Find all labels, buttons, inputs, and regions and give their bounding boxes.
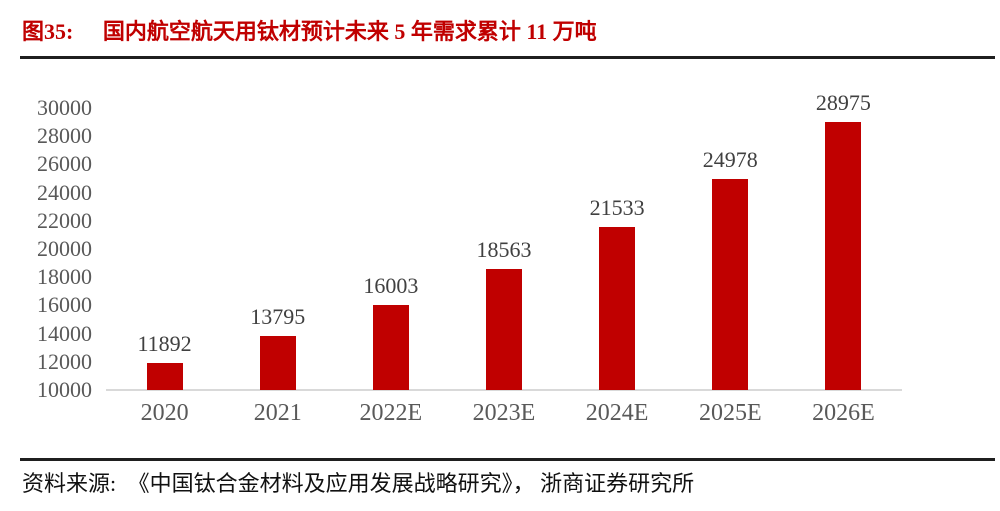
x-tick-label-2026E: 2026E [812,400,875,426]
source-note: 资料来源: 《中国钛合金材料及应用发展战略研究》， 浙商证券研究所 [22,468,982,500]
y-tick-label: 28000 [37,123,92,149]
bottom-divider-rule [20,458,995,461]
y-tick-label: 24000 [37,179,92,205]
x-tick-label-2025E: 2025E [698,400,762,426]
top-divider-rule [20,56,995,59]
figure-number-label: 图35: [22,19,74,44]
x-tick-label-2022E: 2022E [359,400,423,426]
y-tick-label: 16000 [37,292,92,318]
figure-title: 国内航空航天用钛材预计未来 5 年需求累计 11 万吨 [102,19,597,44]
bar-2024E [599,227,636,390]
y-tick-label: 30000 [37,95,92,120]
bar-2023E [486,269,522,390]
bar-2022E [372,305,409,390]
bar-value-label-2025E: 24978 [702,146,758,172]
y-tick-label: 22000 [37,207,92,233]
y-tick-label: 12000 [37,348,92,374]
source-label: 资料来源: [22,471,117,496]
bar-2021 [259,336,296,390]
y-tick-label: 20000 [37,236,92,261]
bar-value-label-2021: 13795 [250,304,306,330]
x-tick-label-2023E: 2023E [472,400,536,426]
source-text: 《中国钛合金材料及应用发展战略研究》， 浙商证券研究所 [127,471,695,496]
bar-value-label-2026E: 28975 [815,90,871,116]
x-axis-line [106,389,902,391]
y-tick-label: 18000 [37,264,92,290]
y-tick-label: 10000 [37,377,92,402]
bar-value-label-2022E: 16003 [363,273,419,299]
bar-value-label-2023E: 18563 [476,237,532,263]
y-tick-label: 26000 [37,151,92,177]
bar-value-label-2024E: 21533 [589,195,645,221]
x-tick-label-2024E: 2024E [585,400,649,426]
y-tick-label: 14000 [37,320,92,346]
x-tick-label-2021: 2021 [253,400,302,426]
bar-2020 [146,363,183,390]
x-tick-label-2020: 2020 [140,400,189,426]
figure-header: 图35: 国内航空航天用钛材预计未来 5 年需求累计 11 万吨 [22,14,982,48]
bar-2025E [712,178,749,390]
bar-2026E [825,122,862,390]
bar-value-label-2020: 11892 [137,331,192,357]
